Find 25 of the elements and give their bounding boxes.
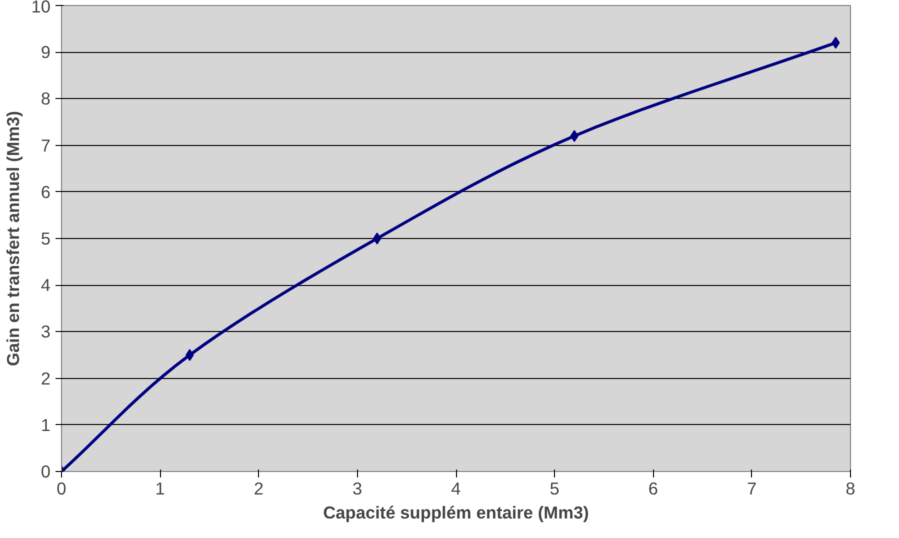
y-tick-label: 0 bbox=[40, 462, 51, 482]
y-tick-label: 1 bbox=[40, 414, 51, 435]
x-tick-label: 4 bbox=[451, 478, 462, 498]
x-tick-label: 8 bbox=[846, 478, 856, 498]
y-tick-label: 3 bbox=[40, 322, 51, 342]
x-tick-label: 6 bbox=[648, 478, 658, 498]
y-tick-label: 8 bbox=[40, 88, 51, 109]
x-tick-label: 5 bbox=[550, 478, 560, 498]
x-tick-label: 0 bbox=[56, 478, 66, 498]
y-tick-label: 6 bbox=[40, 182, 51, 202]
y-tick-label: 9 bbox=[40, 42, 51, 62]
x-tick-label: 3 bbox=[352, 478, 362, 498]
x-tick-label: 7 bbox=[747, 478, 757, 498]
y-axis-title: Gain en transfert annuel (Mm3) bbox=[3, 110, 24, 366]
point bbox=[372, 232, 382, 244]
x-axis-title: Capacité supplém entaire (Mm3) bbox=[323, 502, 589, 522]
y-tick-label: 4 bbox=[40, 275, 51, 296]
point bbox=[570, 130, 579, 142]
x-tick-label: 1 bbox=[155, 478, 165, 498]
y-tick-label: 2 bbox=[40, 368, 51, 388]
point bbox=[186, 349, 194, 361]
y-tick-label: 10 bbox=[31, 0, 51, 16]
y-tick-label: 7 bbox=[40, 135, 51, 156]
x-tick-label: 2 bbox=[254, 478, 264, 498]
y-tick-label: 5 bbox=[40, 228, 51, 248]
